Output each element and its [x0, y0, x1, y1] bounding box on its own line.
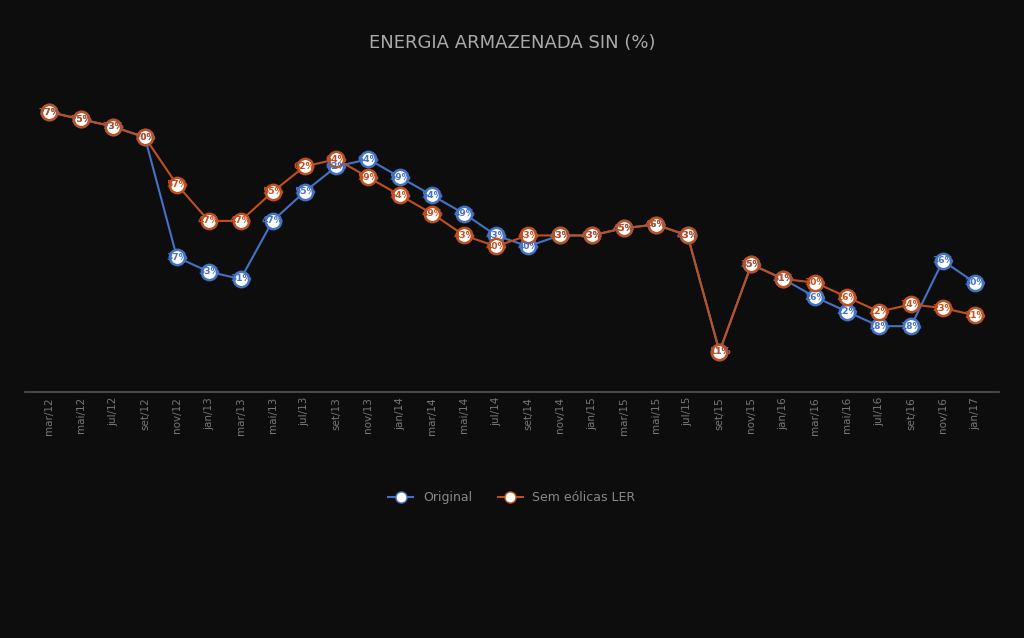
Text: 35%: 35% — [740, 260, 762, 269]
Text: 31%: 31% — [230, 274, 252, 283]
Text: 43%: 43% — [581, 231, 602, 240]
Text: 73%: 73% — [102, 122, 124, 131]
Text: 40%: 40% — [485, 242, 507, 251]
Text: 30%: 30% — [965, 278, 985, 287]
Text: 49%: 49% — [454, 209, 475, 218]
Text: 49%: 49% — [421, 209, 443, 218]
Text: 31%: 31% — [772, 274, 794, 283]
Text: 37%: 37% — [166, 253, 187, 262]
Text: 46%: 46% — [645, 220, 667, 229]
Text: 21%: 21% — [964, 311, 985, 320]
Text: 36%: 36% — [932, 256, 953, 265]
Text: 43%: 43% — [581, 231, 602, 240]
Text: 45%: 45% — [613, 224, 635, 233]
Text: 22%: 22% — [868, 307, 890, 316]
Legend: Original, Sem eólicas LER: Original, Sem eólicas LER — [383, 486, 641, 509]
Text: 55%: 55% — [294, 188, 315, 197]
Text: 59%: 59% — [357, 173, 379, 182]
Text: 30%: 30% — [805, 278, 826, 287]
Text: 43%: 43% — [549, 231, 570, 240]
Text: 26%: 26% — [805, 293, 826, 302]
Text: 46%: 46% — [645, 220, 667, 229]
Text: 43%: 43% — [485, 231, 507, 240]
Text: 43%: 43% — [677, 231, 698, 240]
Text: 75%: 75% — [71, 115, 92, 124]
Text: 70%: 70% — [134, 133, 156, 142]
Text: 64%: 64% — [357, 154, 379, 164]
Text: 43%: 43% — [517, 231, 539, 240]
Text: 62%: 62% — [294, 162, 315, 171]
Text: 64%: 64% — [326, 154, 347, 164]
Text: 43%: 43% — [677, 231, 698, 240]
Text: 45%: 45% — [613, 224, 635, 233]
Text: 31%: 31% — [772, 274, 794, 283]
Text: 23%: 23% — [932, 304, 953, 313]
Text: 47%: 47% — [229, 216, 252, 225]
Text: 35%: 35% — [740, 260, 762, 269]
Text: 43%: 43% — [454, 231, 475, 240]
Text: 26%: 26% — [837, 293, 858, 302]
Text: 24%: 24% — [900, 300, 922, 309]
Text: 11%: 11% — [709, 347, 730, 356]
Text: 75%: 75% — [71, 115, 92, 124]
Text: 77%: 77% — [38, 107, 60, 117]
Text: 33%: 33% — [198, 267, 219, 276]
Text: 54%: 54% — [389, 191, 411, 200]
Text: 18%: 18% — [868, 322, 890, 330]
Text: 40%: 40% — [517, 242, 539, 251]
Text: 11%: 11% — [709, 347, 730, 356]
Text: 55%: 55% — [262, 188, 284, 197]
Text: 54%: 54% — [422, 191, 443, 200]
Text: 73%: 73% — [102, 122, 124, 131]
Text: 70%: 70% — [134, 133, 156, 142]
Text: 62%: 62% — [326, 162, 347, 171]
Text: 22%: 22% — [837, 307, 858, 316]
Text: 47%: 47% — [262, 216, 284, 225]
Text: 18%: 18% — [900, 322, 922, 330]
Text: 43%: 43% — [549, 231, 570, 240]
Text: 57%: 57% — [166, 180, 187, 189]
Title: ENERGIA ARMAZENADA SIN (%): ENERGIA ARMAZENADA SIN (%) — [369, 34, 655, 52]
Text: 47%: 47% — [198, 216, 219, 225]
Text: 77%: 77% — [38, 107, 60, 117]
Text: 59%: 59% — [389, 173, 411, 182]
